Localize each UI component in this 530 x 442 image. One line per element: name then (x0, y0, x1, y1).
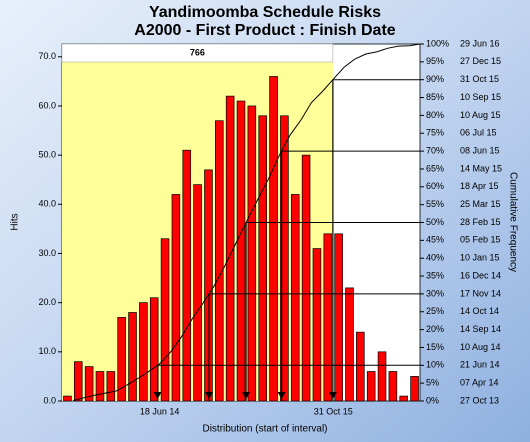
y2-tick-label: 10% (426, 360, 444, 370)
bar (182, 149, 192, 402)
bar (323, 233, 333, 402)
y2-tick-date: 14 May 15 (460, 163, 502, 173)
y2-tick-date: 31 Oct 15 (460, 74, 499, 84)
bar (345, 287, 354, 402)
y-tick-label: 30.0 (38, 248, 56, 258)
y2-tick-label: 45% (426, 235, 444, 245)
bar (95, 371, 105, 402)
y2-tick-date: 10 Aug 15 (460, 110, 501, 120)
y2-tick-date: 28 Feb 15 (460, 217, 501, 227)
bar (410, 376, 419, 402)
y2-tick-date: 29 Jun 16 (460, 38, 500, 48)
y2-tick-date: 27 Oct 13 (460, 395, 499, 405)
bar (247, 105, 257, 402)
bar (290, 194, 300, 402)
y2-tick-date: 16 Dec 14 (460, 270, 501, 280)
bar (312, 248, 322, 402)
bar (388, 371, 398, 402)
y2-tick-label: 100% (426, 38, 449, 48)
shaded-label: 766 (190, 47, 205, 57)
y2-tick-label: 5% (426, 378, 439, 388)
y2-tick-label: 75% (426, 128, 444, 138)
y2-tick-date: 10 Aug 14 (460, 342, 501, 352)
x-tick-label: 31 Oct 15 (314, 406, 353, 416)
y2-tick-label: 95% (426, 56, 444, 66)
y2-tick-label: 65% (426, 163, 444, 173)
y2-tick-label: 35% (426, 270, 444, 280)
y2-tick-label: 0% (426, 395, 439, 405)
bar (193, 184, 202, 402)
y-tick-label: 70.0 (38, 51, 56, 61)
marker-triangle (205, 392, 214, 399)
bar (280, 115, 289, 402)
y2-tick-date: 06 Jul 15 (460, 128, 497, 138)
y2-tick-label: 70% (426, 145, 444, 155)
y2-axis-title: Cumulative Frequency (507, 172, 518, 272)
y2-tick-label: 40% (426, 253, 444, 263)
y2-tick-date: 10 Jan 15 (460, 253, 500, 263)
bar (160, 238, 170, 402)
y-tick-label: 20.0 (38, 297, 56, 307)
y2-tick-label: 55% (426, 199, 444, 209)
bar (117, 317, 126, 402)
shaded-header (61, 43, 334, 63)
y2-tick-date: 27 Dec 15 (460, 56, 501, 66)
y2-tick-label: 25% (426, 306, 444, 316)
bar (269, 76, 278, 402)
bar (377, 351, 387, 402)
y2-tick-label: 60% (426, 181, 444, 191)
y2-tick-date: 05 Feb 15 (460, 235, 501, 245)
chart-subtitle: A2000 - First Product : Finish Date (134, 22, 395, 39)
y2-tick-label: 15% (426, 342, 444, 352)
marker-triangle (277, 392, 286, 399)
bar (106, 371, 116, 402)
y2-tick-date: 21 Jun 14 (460, 360, 500, 370)
y2-tick-date: 08 Jun 15 (460, 145, 500, 155)
y2-tick-date: 18 Apr 15 (460, 181, 499, 191)
y2-tick-date: 10 Sep 15 (460, 92, 501, 102)
bar (225, 95, 235, 402)
bar (128, 312, 137, 402)
y-tick-label: 0.0 (43, 395, 56, 405)
bar (171, 194, 181, 402)
y2-tick-date: 25 Mar 15 (460, 199, 501, 209)
bar (258, 115, 267, 402)
x-tick-label: 18 Jun 14 (140, 406, 180, 416)
y-tick-label: 10.0 (38, 346, 56, 356)
bar (301, 154, 311, 402)
y2-tick-label: 20% (426, 324, 444, 334)
bar (334, 233, 343, 402)
y2-tick-date: 07 Apr 14 (460, 378, 499, 388)
y-tick-label: 50.0 (38, 150, 56, 160)
y2-tick-label: 85% (426, 92, 444, 102)
y2-tick-label: 80% (426, 110, 444, 120)
marker-triangle (153, 392, 162, 399)
marker-triangle (328, 392, 337, 399)
cumulative-line (72, 43, 421, 402)
bar (366, 371, 376, 402)
y2-tick-label: 30% (426, 288, 444, 298)
y2-tick-date: 17 Nov 14 (460, 288, 501, 298)
y-axis-title: Hits (10, 213, 21, 230)
marker-triangle (242, 392, 251, 399)
bar (215, 120, 224, 402)
bar (73, 361, 83, 402)
y-tick-label: 40.0 (38, 199, 56, 209)
bar (139, 302, 148, 402)
bar (356, 331, 365, 402)
bar (84, 366, 94, 402)
y-tick-label: 60.0 (38, 100, 56, 110)
y2-tick-label: 50% (426, 217, 444, 227)
y2-tick-date: 14 Oct 14 (460, 306, 499, 316)
bar (149, 297, 159, 402)
y2-tick-date: 14 Sep 14 (460, 324, 501, 334)
y2-tick-label: 90% (426, 74, 444, 84)
chart-title: Yandimoomba Schedule Risks (149, 4, 381, 21)
x-axis-title: Distribution (start of interval) (202, 424, 327, 435)
bar (63, 395, 72, 402)
bar (399, 395, 409, 402)
bar (236, 100, 246, 402)
